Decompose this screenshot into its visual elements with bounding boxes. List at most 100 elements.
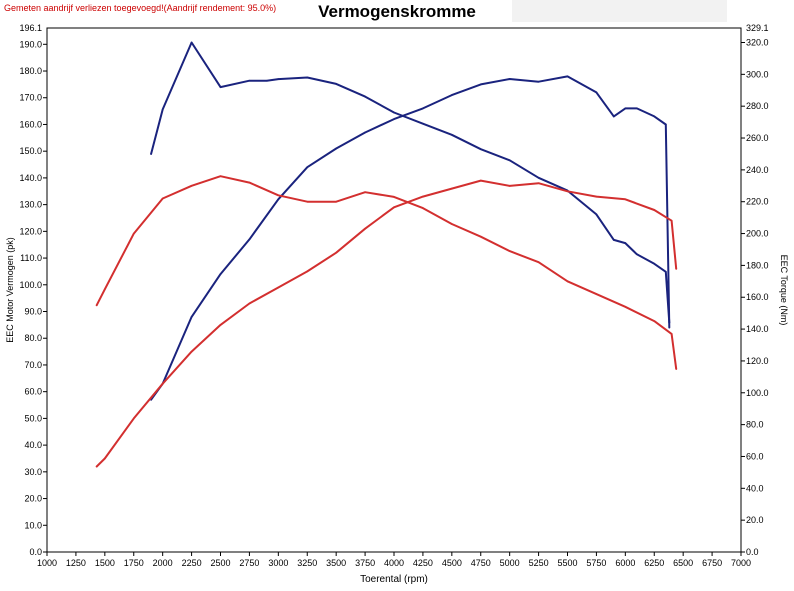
y-right-tick-label: 140.0 <box>746 324 769 334</box>
y-left-tick-label: 40.0 <box>24 440 42 450</box>
x-tick-label: 1250 <box>66 558 86 568</box>
series-4-point <box>566 280 569 283</box>
series-3-point <box>537 182 540 185</box>
x-axis-title: Toerental (rpm) <box>360 574 428 585</box>
y-right-tick-label: 280.0 <box>746 101 769 111</box>
x-tick-label: 3500 <box>326 558 346 568</box>
series-4-point <box>537 261 540 264</box>
series-2-point <box>612 239 615 241</box>
y-left-tick-label: 30.0 <box>24 467 42 477</box>
series-4-point <box>479 235 482 238</box>
series-line-2 <box>150 41 671 324</box>
series-3-point <box>566 190 569 193</box>
y-left-tick-label: 20.0 <box>24 494 42 504</box>
series-1-point <box>537 80 540 83</box>
series-2-point <box>537 177 540 179</box>
series-1-point <box>335 147 337 150</box>
y-left-tick-label: 180.0 <box>19 66 42 76</box>
series-4-point <box>277 194 280 197</box>
y-right-tick-label: 180.0 <box>746 260 769 270</box>
series-2-point <box>219 86 222 88</box>
y-right-tick-label: 200.0 <box>746 229 769 239</box>
series-2-point <box>595 213 598 216</box>
series-1-point <box>479 83 482 86</box>
series-1-point <box>624 107 627 110</box>
y-right-tick-label: 220.0 <box>746 197 769 207</box>
series-2-point <box>265 79 268 82</box>
series-4-point <box>190 184 193 187</box>
series-1-point <box>277 198 280 201</box>
series-1-point <box>668 326 671 329</box>
series-1-point <box>219 273 222 275</box>
series-2-point <box>393 111 395 114</box>
x-tick-label: 1500 <box>95 558 115 568</box>
x-tick-label: 6000 <box>615 558 635 568</box>
x-tick-label: 4500 <box>442 558 462 568</box>
y-left-tick-label: 80.0 <box>24 333 42 343</box>
series-1-point <box>248 238 251 241</box>
x-tick-label: 3250 <box>297 558 317 568</box>
y-left-max-label: 196.1 <box>19 23 42 33</box>
x-tick-label: 2750 <box>239 558 259 568</box>
series-3-point <box>104 457 106 460</box>
y-right-tick-label: 120.0 <box>746 356 769 366</box>
y-right-tick-label: 60.0 <box>746 451 764 461</box>
x-tick-label: 3750 <box>355 558 375 568</box>
y-left-axis-title: EEC Motor Vermogen (pk) <box>5 237 15 343</box>
axis-labels: 1000 1250 1500 1750 2000 2250 2500 2750 3000 3250… <box>5 23 789 585</box>
series-1-point <box>190 316 193 318</box>
y-left-tick-label: 140.0 <box>19 173 42 183</box>
series-3-point <box>508 185 511 187</box>
series-3-point <box>393 206 395 209</box>
x-tick-label: 2500 <box>210 558 230 568</box>
series-3-point <box>675 267 678 270</box>
series-3-point <box>161 382 164 385</box>
x-tick-label: 7000 <box>731 558 751 568</box>
x-tick-label: 5250 <box>529 558 549 568</box>
series-3-point <box>335 251 337 254</box>
series-2-point <box>277 78 280 80</box>
series-1-point <box>612 115 615 118</box>
y-left-tick-label: 190.0 <box>19 39 42 49</box>
series-3-point <box>479 179 482 182</box>
series-4-point <box>422 207 424 209</box>
y-left-tick-label: 110.0 <box>20 253 42 263</box>
y-left-tick-label: 0.0 <box>29 547 42 557</box>
chart-title: Vermogenskromme <box>318 2 476 21</box>
series-4-point <box>219 175 222 178</box>
y-left-tick-label: 70.0 <box>24 360 42 370</box>
y-left-tick-label: 10.0 <box>24 520 42 530</box>
series-1-point <box>566 75 569 78</box>
y-right-axis-title: EEC Torque (Nm) <box>779 255 789 326</box>
x-tick-label: 1750 <box>124 558 144 568</box>
y-left-tick-label: 120.0 <box>19 226 42 236</box>
x-tick-label: 6750 <box>702 558 722 568</box>
series-3-point <box>451 187 453 190</box>
x-tick-label: 5750 <box>586 558 606 568</box>
series-1-point <box>508 78 511 80</box>
series-3-point <box>653 209 656 211</box>
series-4-point <box>364 191 366 193</box>
series-4-point <box>653 320 656 322</box>
series-3-point <box>306 270 309 273</box>
y-left-tick-label: 160.0 <box>19 119 42 129</box>
series-3-point <box>422 195 424 198</box>
series-1-point <box>364 131 366 134</box>
y-right-tick-label: 240.0 <box>746 165 769 175</box>
series-3-point <box>132 417 135 420</box>
y-left-tick-label: 150.0 <box>19 146 42 156</box>
series-4-point <box>306 200 309 203</box>
x-tick-label: 2250 <box>182 558 202 568</box>
series-1-point <box>636 107 638 110</box>
y-left-tick-label: 90.0 <box>24 307 42 317</box>
y-right-tick-label: 160.0 <box>746 292 769 302</box>
series-3-point <box>670 219 673 222</box>
series-4-point <box>508 250 511 252</box>
series-4-point <box>451 223 453 225</box>
x-tick-label: 6500 <box>673 558 693 568</box>
series-3-point <box>248 302 251 305</box>
y-left-tick-label: 170.0 <box>19 93 42 103</box>
series-4-point <box>675 368 678 370</box>
x-tick-label: 2000 <box>153 558 173 568</box>
y-right-tick-label: 300.0 <box>746 69 769 79</box>
